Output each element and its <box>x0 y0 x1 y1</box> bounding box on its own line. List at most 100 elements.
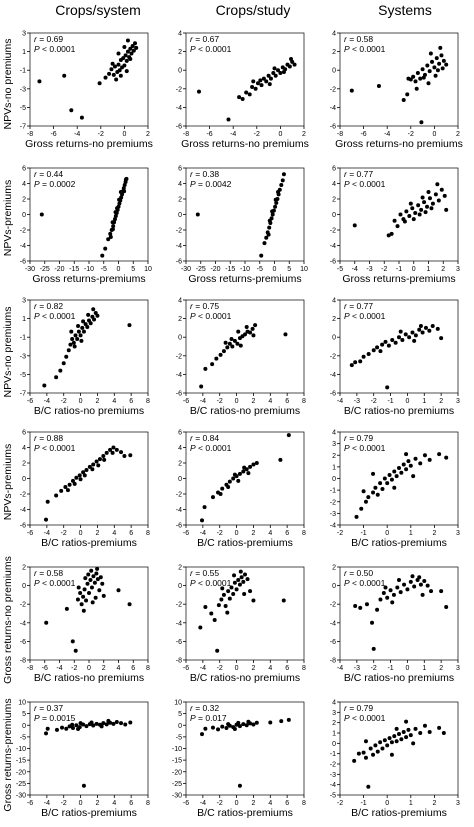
x-tick-label: 0 <box>278 131 282 138</box>
x-tick-label: 0 <box>79 800 83 807</box>
data-point <box>80 325 85 330</box>
data-point <box>231 591 236 596</box>
data-point <box>251 598 256 603</box>
data-point <box>425 63 430 68</box>
x-tick-label: -4 <box>44 398 50 405</box>
y-tick-label: -4 <box>20 243 26 250</box>
data-point <box>225 345 230 350</box>
x-axis-label: Gross returns-no premiums <box>181 138 309 150</box>
scatter-panel-8: 4 2 0 -2 -4 -6-6 -4 -2 0 2 4 6 8B/C ratios-no premiu… <box>176 298 306 418</box>
data-point <box>117 197 122 202</box>
y-tick-label: -5 <box>20 734 26 741</box>
data-point <box>363 499 368 504</box>
y-tick-label: 3 <box>332 710 336 717</box>
x-tick-label: 0 <box>87 665 91 672</box>
y-tick-label: -20 <box>16 769 26 776</box>
y-tick-label: -8 <box>20 658 26 665</box>
data-point <box>76 585 81 590</box>
data-point <box>114 77 119 82</box>
scatter-panel-14: 20-2-4-6-8-6 -4 -2 0 2 4 6 8B/C ratios-no premi… <box>176 565 306 685</box>
data-point <box>408 201 413 206</box>
data-point <box>439 336 444 341</box>
data-point <box>87 591 91 596</box>
data-point <box>352 758 357 763</box>
x-axis-label: Gross returns-no premiums <box>25 138 153 150</box>
y-tick-label: -4 <box>330 105 336 112</box>
data-point <box>422 200 427 205</box>
p-value-label: P < 0.0001 <box>34 44 76 54</box>
data-point <box>391 592 396 597</box>
data-point <box>111 72 116 77</box>
y-tick-label: -2 <box>330 86 336 93</box>
data-point <box>45 726 50 731</box>
data-point <box>119 721 124 726</box>
y-tick-label: 0 <box>22 476 26 483</box>
data-point <box>258 78 263 83</box>
x-tick-label: 1 <box>422 398 426 405</box>
p-value-label: P = 0.017 <box>190 713 227 723</box>
x-tick-label: 8 <box>302 800 306 807</box>
data-point <box>266 232 271 237</box>
column-header-crops-study: Crops/study <box>216 2 291 18</box>
p-value-label: P < 0.0001 <box>344 179 386 189</box>
data-point <box>422 723 427 728</box>
data-point <box>418 76 423 81</box>
data-point <box>97 81 102 86</box>
data-point <box>248 464 253 469</box>
y-tick-label: 0 <box>178 583 182 590</box>
x-tick-label: 2 <box>441 266 445 273</box>
data-point <box>253 86 258 91</box>
plot-frame <box>185 299 305 394</box>
data-point <box>247 92 252 97</box>
data-point <box>427 729 432 734</box>
data-point <box>405 92 410 97</box>
data-point <box>90 600 95 605</box>
y-tick-label: -15 <box>172 758 182 765</box>
data-point <box>276 68 281 73</box>
r-value-label: r = 0.84 <box>190 433 219 443</box>
data-point <box>61 361 66 366</box>
data-point <box>419 120 424 125</box>
data-point <box>72 344 77 349</box>
y-tick-label: 4 <box>332 430 336 437</box>
data-point <box>289 57 294 62</box>
x-tick-label: 0 <box>79 398 83 405</box>
data-point <box>259 253 264 258</box>
x-tick-label: -5 <box>101 266 107 273</box>
data-point <box>398 590 403 595</box>
data-point <box>198 625 203 630</box>
data-point <box>91 462 96 467</box>
data-point <box>272 66 277 71</box>
data-point <box>81 608 86 613</box>
data-point <box>444 604 449 609</box>
data-point <box>403 332 408 337</box>
data-point <box>108 234 113 239</box>
x-tick-label: -4 <box>200 398 206 405</box>
data-point <box>418 324 423 329</box>
data-point <box>273 197 278 202</box>
p-value-label: P < 0.0001 <box>190 311 232 321</box>
x-tick-label: 3 <box>456 530 460 537</box>
data-point <box>93 595 98 600</box>
y-tick-label: 2 <box>332 720 336 727</box>
data-point <box>131 48 136 53</box>
data-point <box>229 585 234 590</box>
data-point <box>406 727 411 732</box>
data-point <box>254 720 259 725</box>
x-tick-label: -4 <box>56 665 62 672</box>
y-tick-label: -4 <box>176 243 182 250</box>
data-point <box>371 646 376 651</box>
data-point <box>240 97 245 102</box>
y-tick-label: 2 <box>178 461 182 468</box>
x-tick-label: 0 <box>405 398 409 405</box>
data-point <box>412 338 417 343</box>
y-tick-label: 0 <box>22 723 26 730</box>
data-point <box>251 333 256 338</box>
x-tick-label: 6 <box>131 665 135 672</box>
data-point <box>363 755 368 760</box>
data-point <box>412 584 417 589</box>
data-point <box>236 478 241 483</box>
x-axis-label: Gross returns-premiums <box>32 273 145 285</box>
y-tick-label: 0 <box>178 723 182 730</box>
